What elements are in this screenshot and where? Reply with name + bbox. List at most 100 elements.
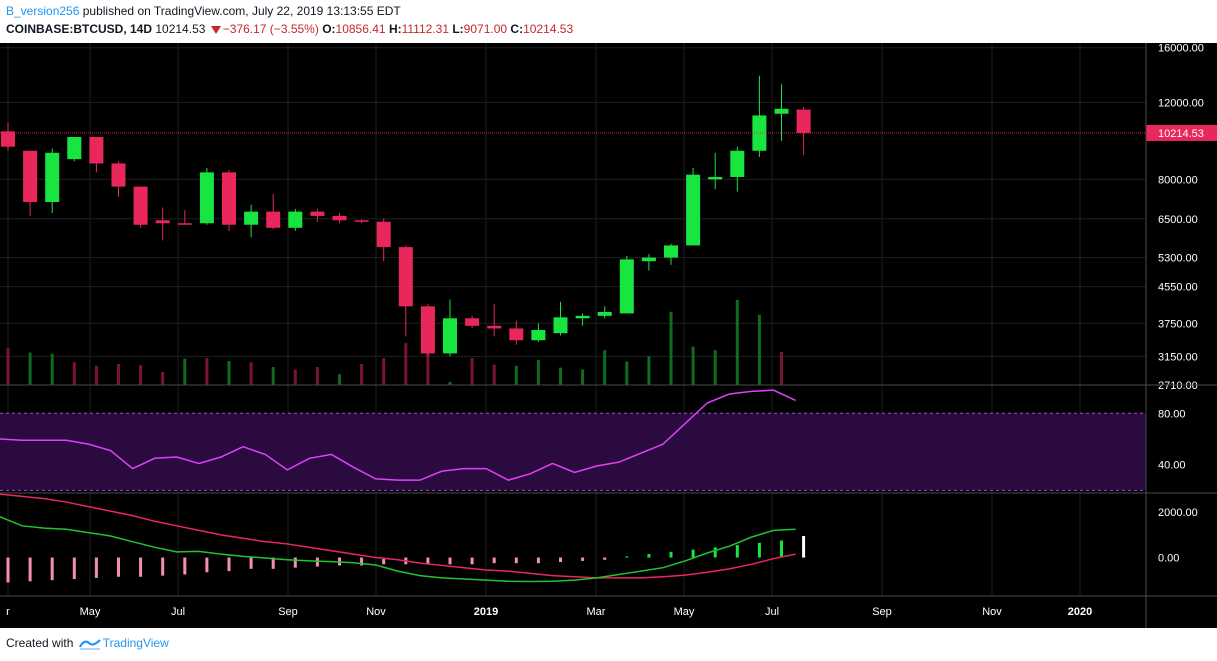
- candle-body: [376, 221, 391, 248]
- candle-body: [332, 215, 347, 221]
- created-with-text: Created with: [6, 636, 74, 650]
- macd-histogram-bar: [426, 557, 430, 565]
- rsi-band: [0, 413, 1146, 491]
- candle-body: [45, 152, 60, 203]
- candle-body: [487, 325, 502, 329]
- time-tick-label: Sep: [278, 606, 298, 618]
- volume-bar: [382, 358, 386, 385]
- macd-histogram-bar: [448, 557, 452, 565]
- candle-body: [509, 328, 524, 341]
- volume-bar: [205, 358, 209, 385]
- candle-body: [244, 211, 259, 225]
- candle-body: [619, 259, 634, 314]
- publish-line: B_version256 published on TradingView.co…: [6, 4, 401, 18]
- macd-histogram-bar: [382, 557, 386, 565]
- last-price-tag: [1146, 124, 1217, 141]
- macd-histogram-bar: [183, 557, 187, 575]
- volume-bar: [426, 349, 430, 385]
- candle-body: [222, 172, 236, 225]
- macd-tick-label: 2000.00: [1158, 507, 1198, 519]
- volume-bar: [6, 347, 10, 385]
- author-link[interactable]: B_version256: [6, 4, 80, 18]
- macd-histogram-bar: [625, 556, 629, 558]
- candle-body: [288, 211, 303, 228]
- volume-bar: [94, 365, 98, 385]
- time-tick-label: 2019: [474, 606, 498, 618]
- volume-bar: [603, 350, 607, 385]
- candle-body: [597, 311, 612, 316]
- candle-body: [67, 136, 82, 160]
- macd-histogram-bar: [802, 536, 806, 558]
- volume-bar: [713, 350, 717, 385]
- time-tick-label: Nov: [366, 606, 386, 618]
- candle-body: [531, 330, 546, 341]
- macd-histogram-bar: [757, 542, 761, 558]
- volume-bar: [492, 364, 496, 385]
- macd-line: [0, 516, 796, 583]
- symbol-line: COINBASE:BTCUSD, 14D 10214.53 −376.17 (−…: [6, 22, 573, 36]
- volume-bar: [625, 361, 629, 385]
- volume-bar: [161, 371, 165, 385]
- volume-bar: [470, 358, 474, 385]
- candle-body: [133, 186, 148, 225]
- price-tick-label: 16000.00: [1158, 43, 1204, 55]
- volume-bar: [293, 369, 297, 385]
- candle-body: [266, 211, 281, 228]
- axes: 16000.00 12000.00 8000.00 6500.00 5300.00 455…: [0, 43, 1217, 628]
- macd-tick-label: 0.00: [1158, 553, 1179, 565]
- candle-body: [708, 177, 723, 180]
- rsi-pane: [0, 389, 1146, 491]
- volume-bar: [28, 352, 32, 385]
- volume-bar: [669, 311, 673, 385]
- candle-body: [1, 131, 15, 147]
- candle-body: [730, 150, 745, 178]
- tradingview-link[interactable]: TradingView: [102, 636, 169, 650]
- open-value: 10856.41: [335, 22, 386, 36]
- time-tick-label: Sep: [872, 606, 892, 618]
- volume-bar: [536, 359, 540, 385]
- candle-body: [199, 172, 214, 224]
- last-price-tag-label: 10214.53: [1158, 128, 1204, 140]
- rsi-tick-label: 40.00: [1158, 460, 1186, 472]
- candle-body: [89, 136, 104, 164]
- volume-bar: [183, 358, 187, 385]
- macd-histogram-bar: [780, 540, 783, 558]
- macd-histogram-bar: [72, 557, 76, 580]
- candle-body: [111, 163, 126, 187]
- price-tick-label: 3750.00: [1158, 318, 1198, 330]
- price-tick-label: 2710.00: [1158, 380, 1198, 392]
- volume-bar: [559, 367, 562, 385]
- chart-area[interactable]: 16000.00 12000.00 8000.00 6500.00 5300.00 455…: [0, 43, 1217, 628]
- time-tick-label: Nov: [982, 606, 1002, 618]
- candle-body: [23, 150, 38, 203]
- volume-bars: [6, 299, 783, 385]
- volume-bar: [338, 374, 341, 385]
- volume-bar: [50, 353, 54, 385]
- close-label: C:: [510, 22, 524, 36]
- macd-histogram-bar: [227, 557, 231, 572]
- volume-bar: [271, 367, 275, 385]
- volume-bar: [448, 382, 452, 385]
- rsi-tick-label: 80.00: [1158, 408, 1186, 420]
- candle-body: [443, 318, 457, 354]
- change-value: −376.17 (−3.55%): [222, 22, 319, 36]
- macd-histogram-bar: [559, 557, 562, 563]
- macd-histogram-bar: [117, 557, 120, 577]
- volume-bar: [315, 367, 319, 385]
- macd-histogram-bar: [470, 557, 474, 565]
- macd-signal-line: [0, 493, 796, 579]
- candle-body: [796, 109, 811, 133]
- macd-histogram-bar: [536, 557, 540, 564]
- candle-body: [310, 211, 325, 216]
- volume-bar: [249, 362, 253, 385]
- macd-histogram-bar: [94, 557, 98, 578]
- candle-body: [752, 115, 767, 151]
- grid-lines: [0, 43, 1146, 596]
- macd-histogram-bar: [50, 557, 54, 581]
- candle-body: [686, 174, 701, 246]
- time-tick-label: Jul: [765, 606, 779, 618]
- volume-bar: [227, 361, 231, 385]
- tradingview-logo-icon: [78, 639, 101, 650]
- macd-histogram-bar: [691, 549, 695, 558]
- volume-bar: [735, 299, 739, 385]
